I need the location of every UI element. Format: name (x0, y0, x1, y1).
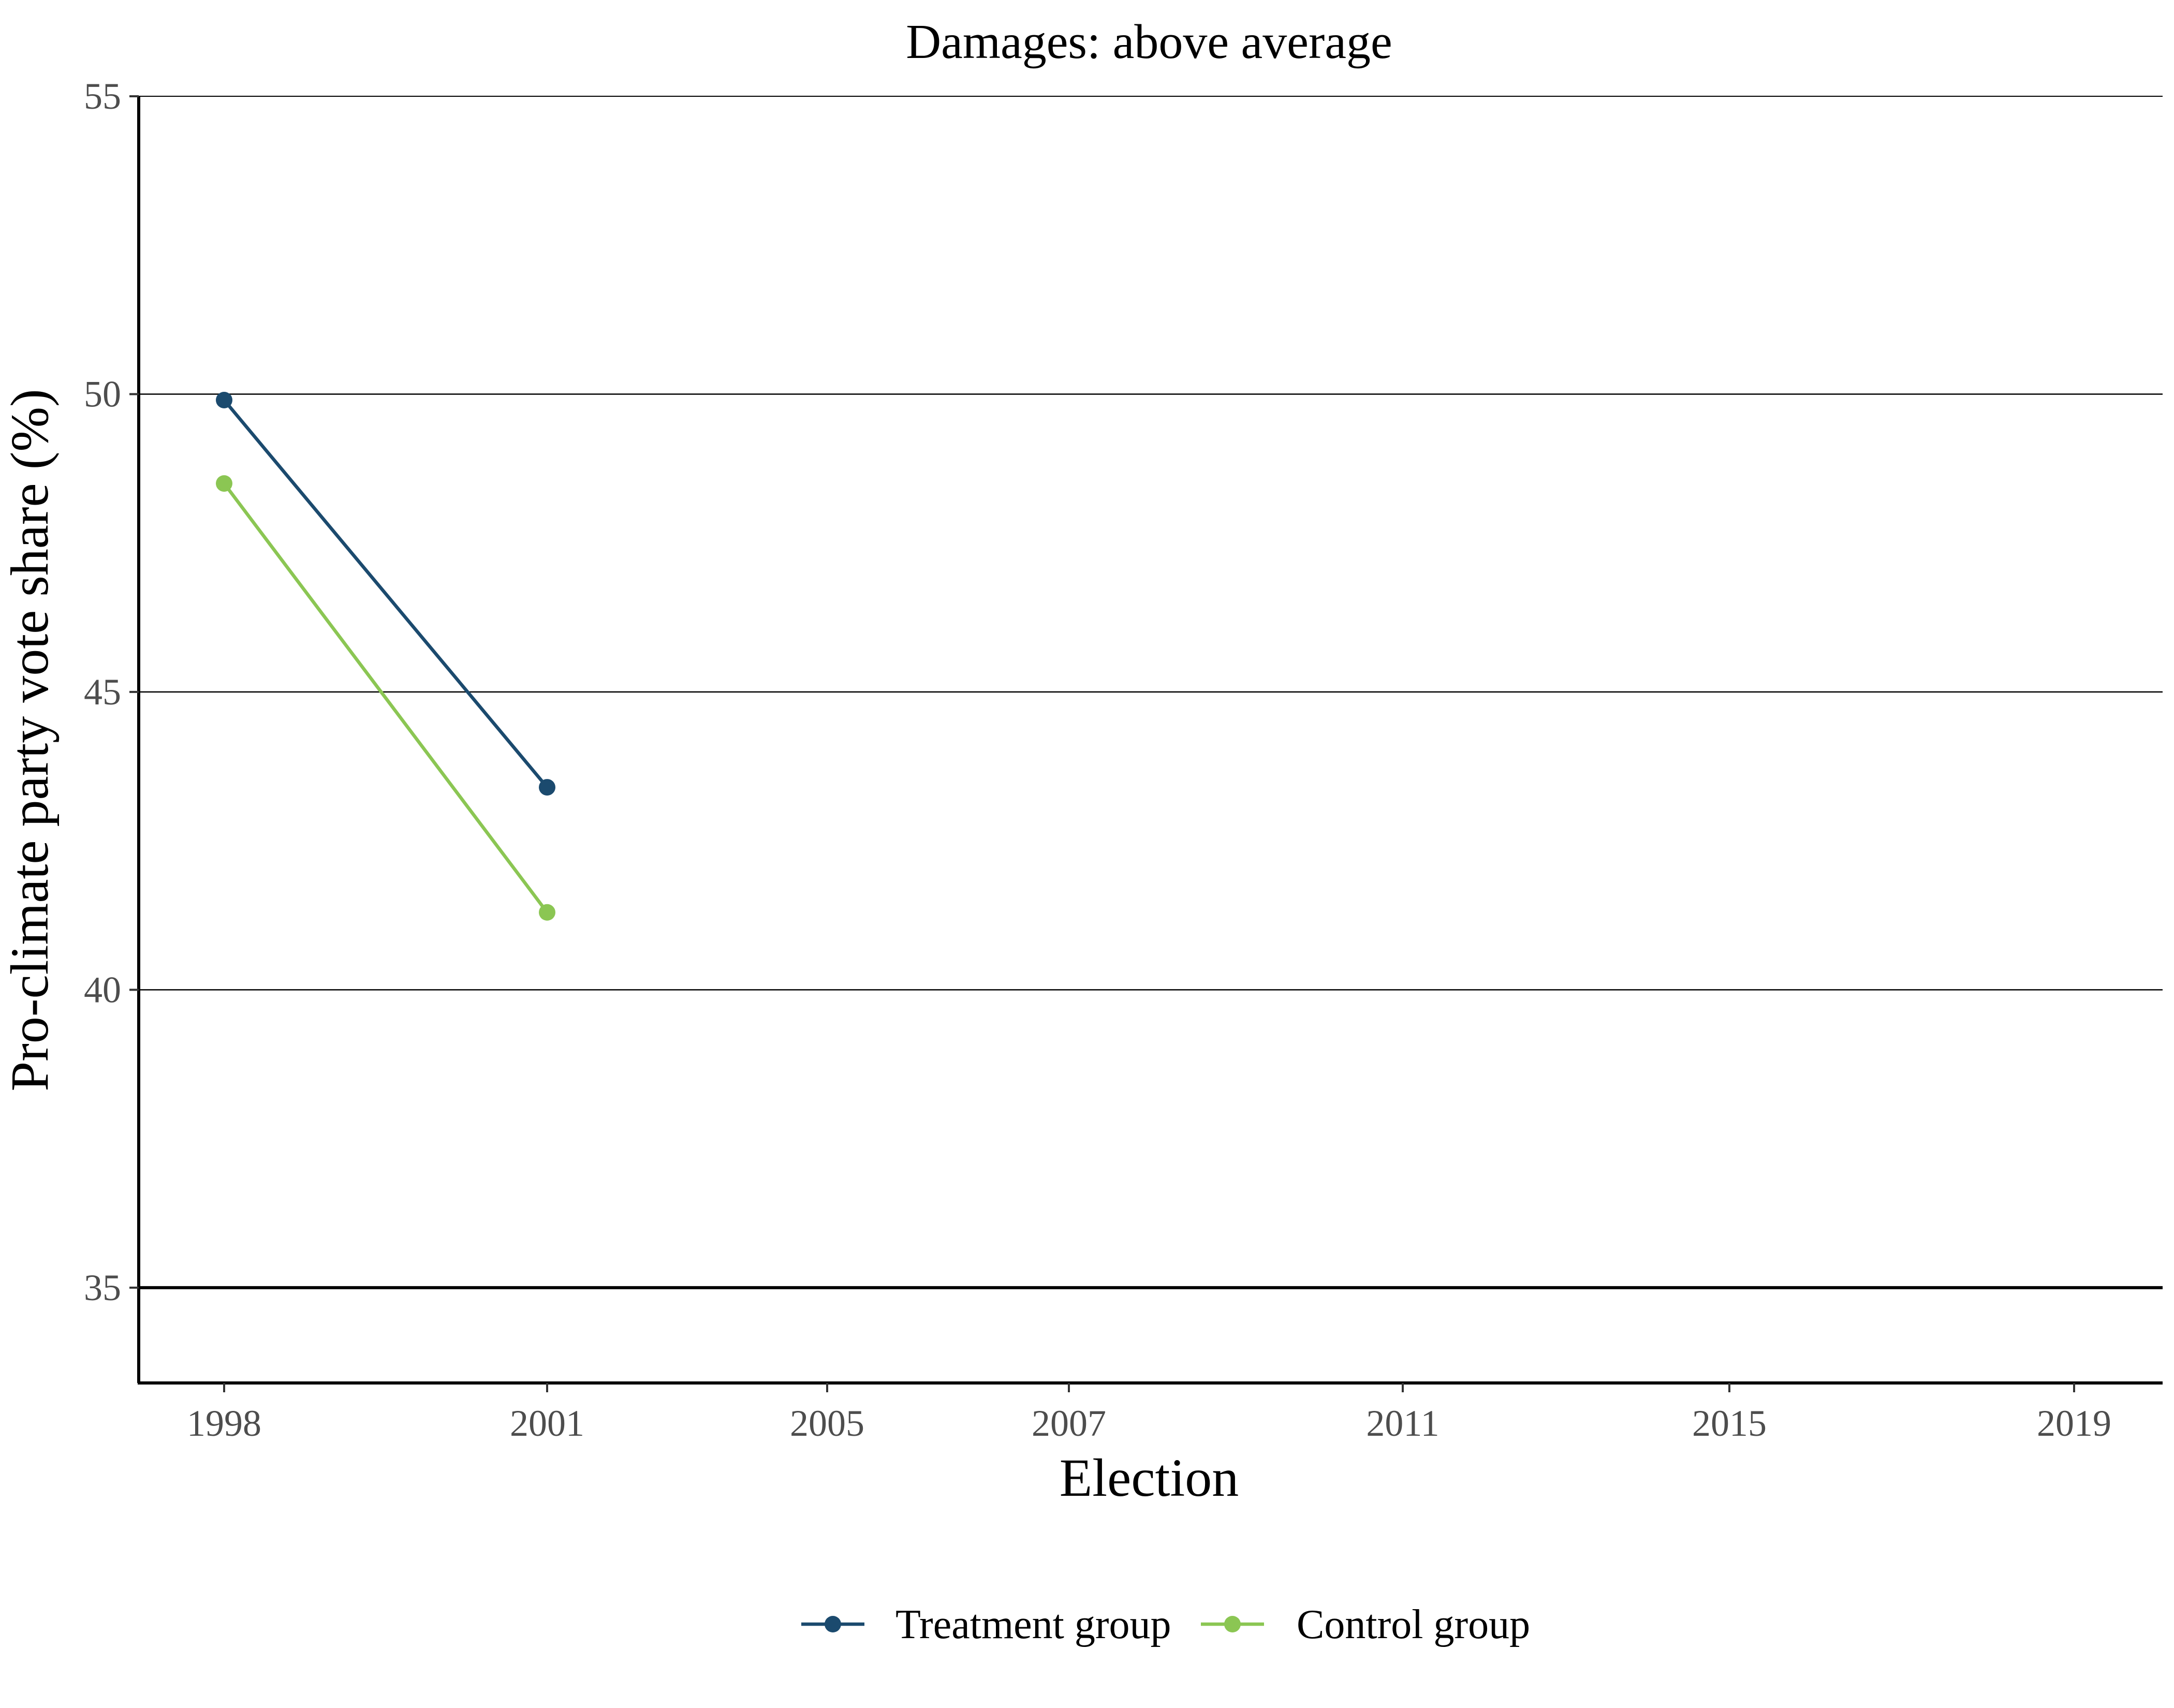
legend-label-control: Control group (1297, 1602, 1530, 1647)
x-tick-label: 2019 (2037, 1403, 2111, 1444)
x-tick-label: 1998 (187, 1403, 261, 1444)
y-tick-label: 40 (84, 969, 121, 1010)
series-line-treatment (223, 399, 549, 789)
legend-key-point-control (1224, 1616, 1241, 1632)
legend: Treatment group Control group (801, 1602, 1530, 1647)
series (216, 391, 555, 921)
data-point-treatment (216, 391, 232, 408)
data-point-control (216, 475, 232, 492)
gridlines (139, 96, 2163, 1289)
y-tick-label: 45 (84, 671, 121, 713)
y-tick-label: 35 (84, 1267, 121, 1308)
x-tick-label: 2011 (1366, 1403, 1439, 1444)
y-axis-ticks: 35 40 45 50 55 (84, 76, 139, 1308)
x-tick-label: 2001 (510, 1403, 584, 1444)
data-point-control (539, 904, 555, 921)
chart-title: Damages: above average (906, 15, 1392, 69)
y-tick-label: 50 (84, 373, 121, 415)
x-tick-label: 2007 (1032, 1403, 1106, 1444)
y-tick-label: 55 (84, 76, 121, 117)
y-axis-title: Pro-climate party vote share (%) (0, 389, 60, 1091)
x-tick-label: 2005 (790, 1403, 864, 1444)
x-axis-title: Election (1060, 1448, 1239, 1508)
series-line-control (223, 482, 549, 914)
axes (137, 96, 2163, 1385)
data-point-treatment (539, 779, 555, 796)
x-axis-ticks: 1998 2001 2005 2007 2011 2015 2019 (187, 1383, 2111, 1444)
x-tick-label: 2015 (1692, 1403, 1767, 1444)
legend-label-treatment: Treatment group (895, 1602, 1171, 1647)
legend-key-point-treatment (825, 1616, 841, 1632)
